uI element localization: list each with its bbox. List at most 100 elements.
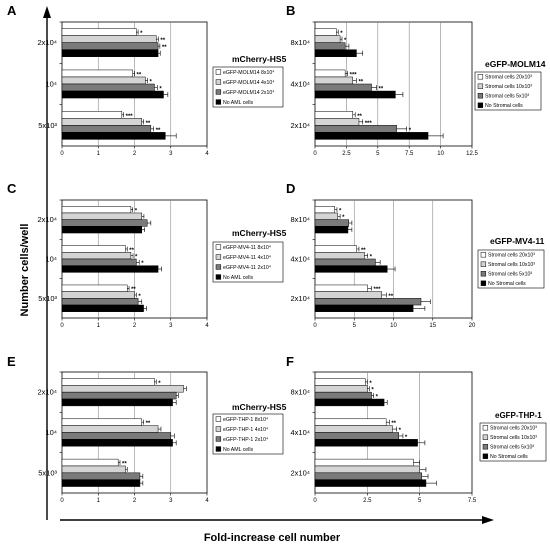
y-tick-label: 2x10⁴: [291, 121, 311, 130]
significance-stars: ***: [350, 72, 358, 78]
bar: [61, 226, 142, 234]
significance-stars: *: [140, 31, 143, 37]
legend-box: [212, 413, 284, 455]
bar: [314, 439, 418, 447]
bar: [61, 298, 139, 306]
bar: [314, 219, 350, 227]
panel-letter-D: D: [286, 181, 295, 196]
significance-stars: *: [371, 388, 374, 394]
legend-label: eGFP-MOLM14 4x10⁴: [223, 80, 275, 86]
panel-title: mCherry-HS5: [232, 402, 287, 412]
bar: [61, 49, 159, 57]
bar: [314, 265, 388, 273]
panel-F: F0 2.5 5 7.58x10⁴***4x10⁴****2x10⁴eGFP-THP-…: [286, 354, 547, 504]
bar: [61, 206, 132, 214]
bar: [61, 265, 159, 273]
x-tick-label: 0: [60, 151, 64, 157]
legend-swatch: [480, 280, 487, 286]
x-tick-label: 4: [205, 498, 209, 504]
bar: [61, 258, 137, 266]
significance-stars: *: [405, 435, 408, 441]
legend-label: Stromal cells 20x10³: [490, 426, 537, 432]
bar: [314, 28, 337, 36]
y-tick-label: 8x10⁴: [291, 38, 311, 47]
legend-label: Stromal cells 5x10³: [488, 272, 532, 278]
legend-swatch: [215, 89, 222, 95]
bar: [314, 125, 397, 133]
bar: [61, 252, 132, 260]
bar: [314, 118, 360, 126]
y-tick-label: 10⁴: [45, 428, 57, 437]
bar: [314, 252, 365, 260]
y-tick-label: 10⁴: [45, 80, 57, 89]
x-tick-label: 2: [133, 498, 137, 504]
bar: [61, 35, 157, 43]
bar: [314, 432, 399, 440]
x-tick-label: 0: [60, 323, 64, 329]
significance-stars: *: [376, 395, 379, 401]
legend-swatch: [477, 102, 484, 108]
significance-stars: **: [391, 421, 396, 427]
significance-stars: *: [344, 38, 347, 44]
x-tick-label: 0: [313, 323, 317, 329]
panel-A: A0 1 2 3 42x10⁴*****10⁴****5x10³*******mCher…: [7, 3, 287, 157]
panel-title: mCherry-HS5: [232, 228, 287, 238]
significance-stars: **: [358, 80, 363, 86]
bar: [61, 425, 159, 433]
bar: [314, 206, 335, 214]
x-tick-label: 5: [353, 323, 357, 329]
legend-box: [477, 249, 545, 289]
significance-stars: **: [122, 461, 127, 467]
legend-box: [479, 422, 547, 462]
legend-swatch: [477, 74, 484, 80]
y-tick-label: 5x10³: [38, 468, 57, 477]
significance-stars: **: [129, 248, 134, 254]
bar: [314, 83, 372, 92]
x-tick-label: 1: [97, 151, 101, 157]
bar: [61, 378, 155, 386]
legend-box: [212, 241, 284, 283]
bar: [314, 418, 387, 426]
legend-label: eGFP-MV4-11 2x10⁴: [223, 265, 271, 271]
legend-label: Stromal cells 10x10³: [490, 435, 537, 441]
legend-swatch: [482, 444, 489, 450]
legend-label: No Stromal cells: [490, 454, 528, 460]
x-tick-label: 7.5: [468, 498, 477, 504]
y-tick-label: 2x10⁴: [38, 388, 58, 397]
legend-swatch: [480, 261, 487, 267]
bar: [61, 125, 152, 133]
y-axis-arrowhead: [43, 6, 51, 18]
bar: [61, 245, 126, 253]
significance-stars: *: [399, 428, 402, 434]
legend-swatch: [215, 436, 222, 442]
legend-swatch: [480, 271, 487, 277]
significance-stars: *: [369, 381, 372, 387]
x-tick-label: 12.5: [466, 151, 478, 157]
significance-stars: *: [342, 215, 345, 221]
bar: [61, 69, 133, 78]
significance-stars: **: [146, 121, 151, 127]
significance-stars: *: [150, 80, 153, 86]
x-tick-label: 1: [97, 323, 101, 329]
panel-title: eGFP-MV4-11: [490, 236, 545, 246]
bar: [314, 76, 353, 85]
bar: [314, 258, 376, 266]
legend-swatch: [482, 434, 489, 440]
significance-stars: **: [388, 294, 393, 300]
legend-swatch: [482, 425, 489, 431]
legend-label: eGFP-THP-1 8x10⁴: [223, 417, 268, 423]
legend-label: Stromal cells 5x10³: [490, 445, 534, 451]
bar: [61, 304, 144, 312]
legend-box: [212, 66, 284, 108]
bar: [61, 439, 173, 447]
panel-letter-A: A: [7, 3, 17, 18]
significance-stars: **: [146, 421, 151, 427]
x-tick-label: 2.5: [342, 151, 351, 157]
bar: [314, 35, 341, 43]
legend-label: eGFP-MV4-11 8x10⁴: [223, 245, 271, 251]
bar: [61, 83, 155, 92]
x-tick-label: 2: [133, 151, 137, 157]
legend-label: Stromal cells 20x10³: [485, 75, 532, 81]
panel-title: mCherry-HS5: [232, 54, 287, 64]
x-axis-arrowhead: [482, 516, 494, 524]
